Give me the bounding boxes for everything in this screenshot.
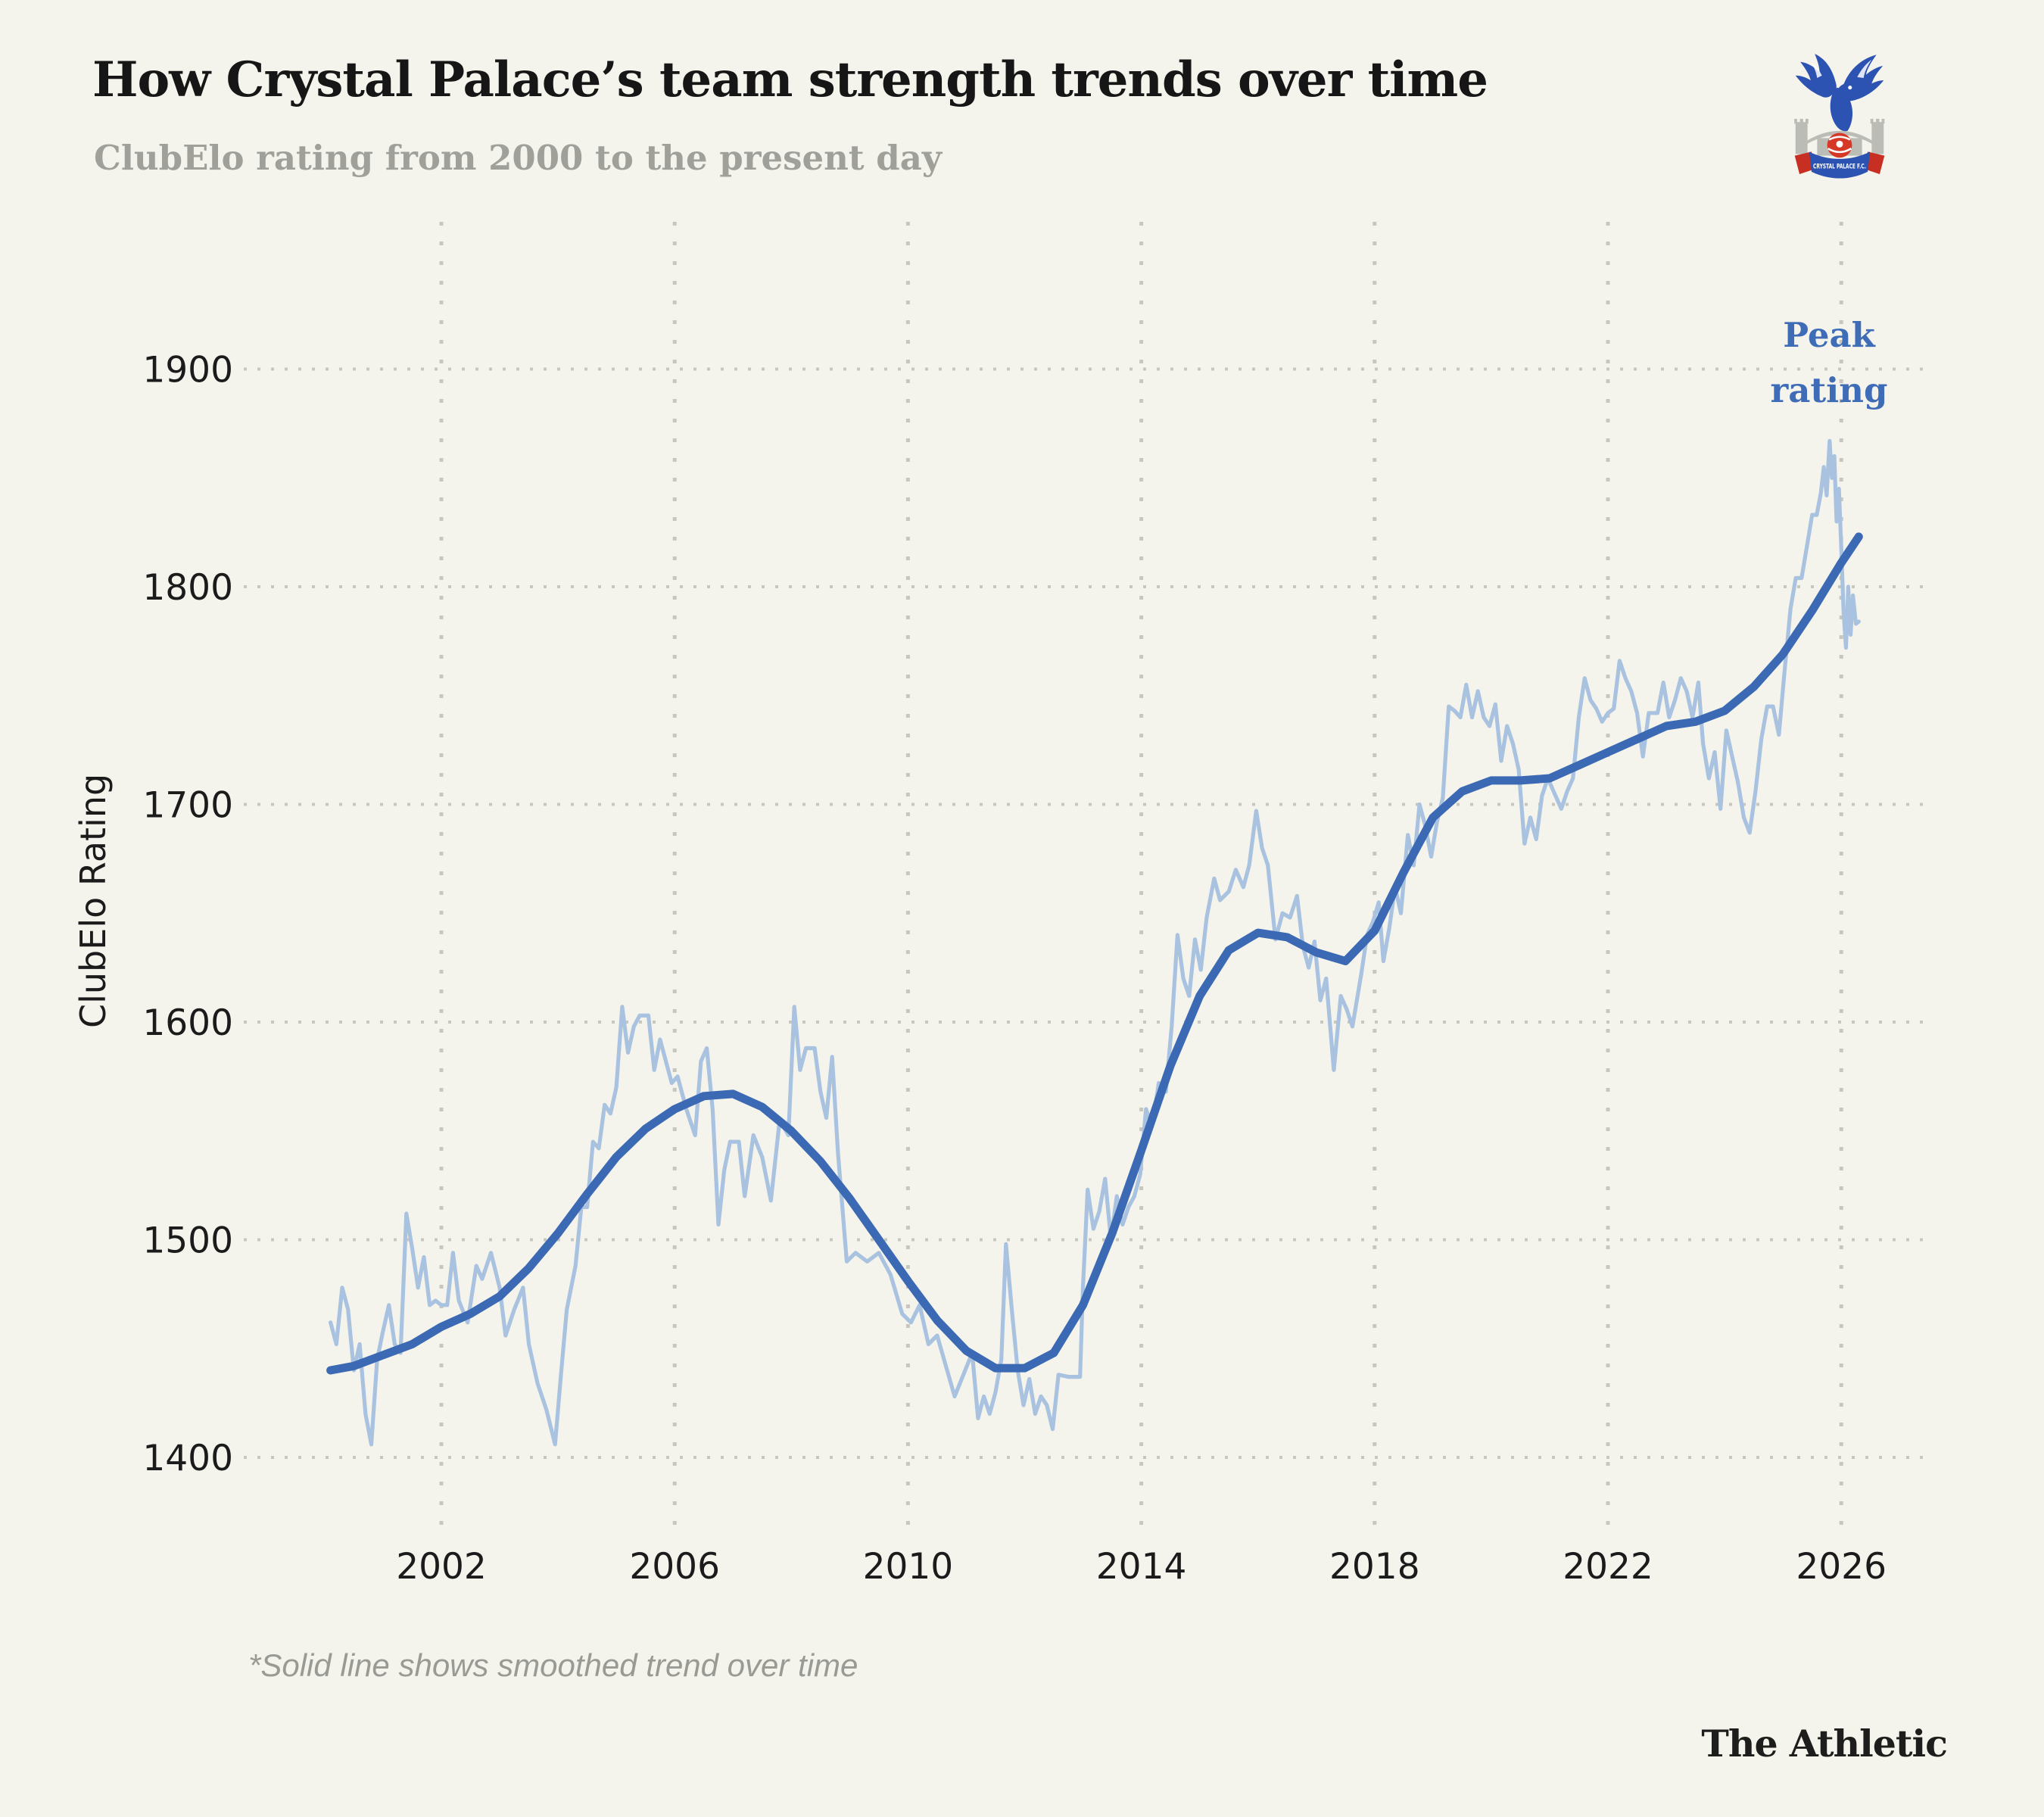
- y-axis-title: ClubElo Rating: [73, 773, 114, 1029]
- page-subtitle: ClubElo rating from 2000 to the present …: [94, 138, 943, 178]
- peak-rating-line1: Peak: [1783, 315, 1875, 355]
- y-tick-label: 1400: [142, 1438, 233, 1479]
- eagle-eye: [1848, 86, 1852, 90]
- crystal-palace-crest-icon: CRYSTAL PALACE F.C.: [1794, 54, 1885, 179]
- peak-rating-line2: rating: [1770, 370, 1888, 410]
- x-tick-label: 2002: [396, 1546, 487, 1588]
- x-tick-label: 2006: [629, 1546, 720, 1588]
- y-tick-label: 1800: [142, 567, 233, 609]
- x-tick-label: 2026: [1796, 1546, 1887, 1588]
- page-title: How Crystal Palace’s team strength trend…: [92, 51, 1488, 108]
- y-tick-label: 1900: [142, 350, 233, 391]
- x-tick-label: 2022: [1563, 1546, 1653, 1588]
- y-tick-label: 1700: [142, 785, 233, 827]
- eagle-icon: [1795, 54, 1884, 132]
- wing-highlight-right: [1857, 59, 1872, 78]
- wing-highlight-left: [1811, 62, 1822, 78]
- trend-series-line: [326, 532, 1863, 1375]
- footnote: *Solid line shows smoothed trend over ti…: [248, 1647, 858, 1683]
- y-tick-label: 1600: [142, 1002, 233, 1044]
- raw-series-line: [329, 438, 1861, 1447]
- x-tick-label: 2010: [863, 1546, 954, 1588]
- the-athletic-wordmark: The Athletic: [1701, 1722, 1948, 1766]
- peak-rating-annotation: Peak rating: [1768, 307, 1890, 418]
- ball-icon: [1827, 132, 1852, 158]
- x-tick-label: 2018: [1329, 1546, 1420, 1588]
- banner-ribbon: CRYSTAL PALACE F.C.: [1794, 151, 1885, 179]
- banner-text: CRYSTAL PALACE F.C.: [1813, 164, 1866, 171]
- crystal-palace-crest: CRYSTAL PALACE F.C.: [1791, 51, 1888, 191]
- x-tick-label: 2014: [1096, 1546, 1187, 1588]
- y-tick-label: 1500: [142, 1220, 233, 1262]
